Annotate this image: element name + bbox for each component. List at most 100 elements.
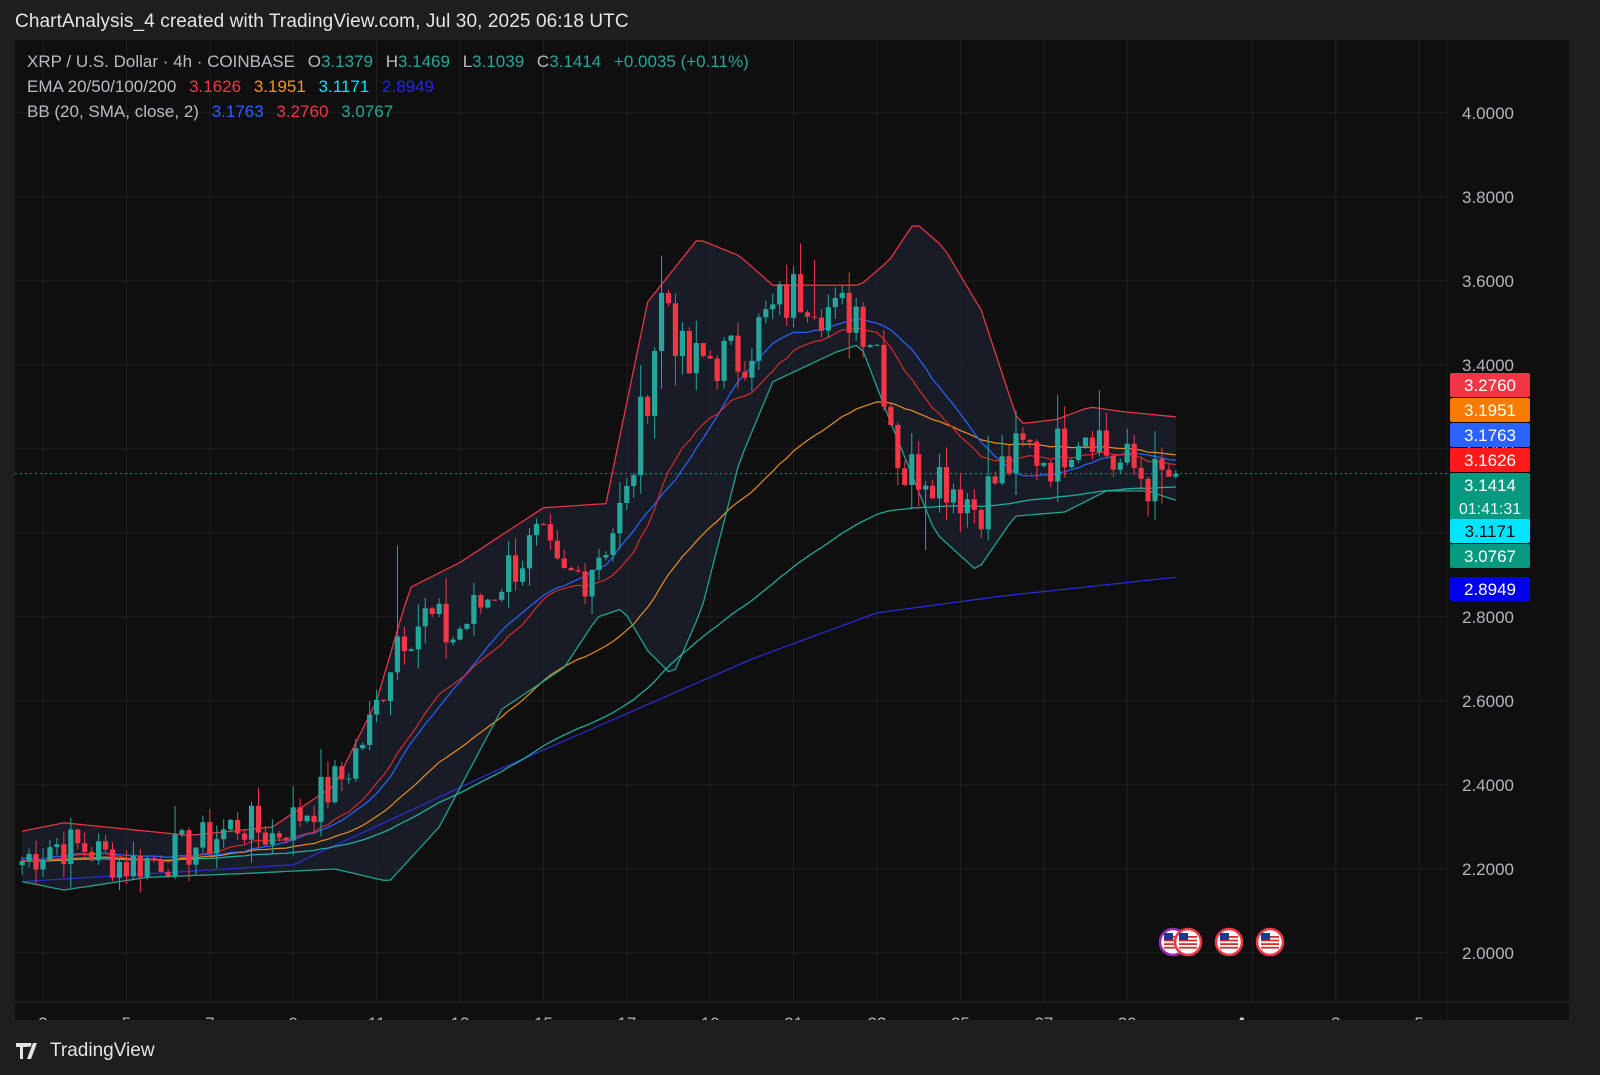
candle[interactable] <box>269 819 275 854</box>
price-badge[interactable]: 3.2760 <box>1450 373 1530 397</box>
candle[interactable] <box>526 527 533 586</box>
candle[interactable] <box>992 471 998 486</box>
candle[interactable] <box>1006 445 1012 476</box>
candle[interactable] <box>214 825 220 869</box>
candle[interactable] <box>811 260 818 320</box>
us-flag-event-icon[interactable] <box>1214 927 1244 957</box>
candle[interactable] <box>1124 428 1130 466</box>
candle[interactable] <box>686 327 692 374</box>
candle[interactable] <box>957 473 963 533</box>
candle[interactable] <box>262 825 268 847</box>
candle[interactable] <box>1055 395 1061 503</box>
candle[interactable] <box>1069 458 1075 469</box>
candle[interactable] <box>652 347 658 439</box>
candle[interactable] <box>47 839 53 862</box>
candle[interactable] <box>791 266 797 328</box>
candle[interactable] <box>353 738 359 782</box>
candle[interactable] <box>248 801 255 863</box>
candle[interactable] <box>964 492 970 528</box>
candle[interactable] <box>888 403 894 427</box>
price-badge[interactable]: 2.8949 <box>1450 577 1530 601</box>
candle[interactable] <box>770 293 776 319</box>
candle[interactable] <box>554 530 560 560</box>
candle[interactable] <box>1089 430 1096 460</box>
candle[interactable] <box>436 598 442 618</box>
price-badge[interactable]: 3.1171 <box>1450 519 1530 543</box>
candle[interactable] <box>846 272 852 359</box>
candle[interactable] <box>499 589 505 603</box>
candle[interactable] <box>596 548 602 580</box>
bb-lower-line[interactable] <box>21 344 1177 891</box>
candle[interactable] <box>881 330 887 412</box>
candle[interactable] <box>999 434 1005 486</box>
candle[interactable] <box>1041 462 1047 468</box>
candle[interactable] <box>818 308 824 338</box>
candle[interactable] <box>1048 460 1054 488</box>
candle[interactable] <box>547 513 553 550</box>
candle[interactable] <box>936 453 943 513</box>
candle[interactable] <box>533 518 540 546</box>
candle[interactable] <box>978 508 984 538</box>
candle[interactable] <box>443 577 449 659</box>
candle[interactable] <box>415 603 421 669</box>
candle[interactable] <box>241 829 248 845</box>
candle[interactable] <box>916 440 922 507</box>
candle[interactable] <box>895 422 901 486</box>
candle[interactable] <box>1117 458 1123 475</box>
candle[interactable] <box>832 287 838 319</box>
candle[interactable] <box>700 342 706 358</box>
candle[interactable] <box>839 285 845 305</box>
candle[interactable] <box>561 549 567 569</box>
candle[interactable] <box>408 647 414 652</box>
candle[interactable] <box>860 302 866 358</box>
candle[interactable] <box>665 289 672 307</box>
candle[interactable] <box>26 848 32 868</box>
ema-legend-row[interactable]: EMA 20/50/100/200 3.1626 3.1951 3.1171 2… <box>27 77 434 97</box>
candle[interactable] <box>1159 447 1165 504</box>
candle[interactable] <box>1096 390 1102 457</box>
candle[interactable] <box>68 817 74 888</box>
candle[interactable] <box>360 742 366 751</box>
candle[interactable] <box>186 827 192 882</box>
candle[interactable] <box>401 626 407 665</box>
candle[interactable] <box>325 761 331 809</box>
candle[interactable] <box>144 856 150 880</box>
candle[interactable] <box>1131 434 1137 476</box>
candle[interactable] <box>54 837 60 855</box>
candle[interactable] <box>1034 439 1040 481</box>
candle[interactable] <box>985 435 991 541</box>
candle[interactable] <box>804 310 811 323</box>
price-badge[interactable]: 3.1763 <box>1450 423 1530 447</box>
candle[interactable] <box>276 830 282 842</box>
candle[interactable] <box>235 811 241 840</box>
candle[interactable] <box>797 243 804 313</box>
candle[interactable] <box>1152 431 1158 521</box>
candle[interactable] <box>714 355 720 390</box>
candle[interactable] <box>193 847 199 875</box>
candle[interactable] <box>575 565 581 574</box>
candle[interactable] <box>450 636 456 646</box>
price-badge[interactable]: 3.1951 <box>1450 398 1530 422</box>
candle[interactable] <box>1145 476 1151 517</box>
candle[interactable] <box>777 281 783 316</box>
candle[interactable] <box>763 300 769 324</box>
candle[interactable] <box>346 773 352 785</box>
candle[interactable] <box>165 868 171 879</box>
candle[interactable] <box>116 858 123 890</box>
candle[interactable] <box>950 483 957 514</box>
candle[interactable] <box>172 806 178 880</box>
candle[interactable] <box>297 798 303 827</box>
candle[interactable] <box>923 480 929 550</box>
candle[interactable] <box>96 833 102 865</box>
candle[interactable] <box>221 819 227 848</box>
ema100-line[interactable] <box>22 486 1176 862</box>
candle[interactable] <box>40 847 46 878</box>
candle[interactable] <box>283 836 289 844</box>
candle[interactable] <box>728 334 734 346</box>
candle[interactable] <box>853 297 859 342</box>
candle[interactable] <box>1020 427 1026 447</box>
candle[interactable] <box>603 551 609 561</box>
candle[interactable] <box>582 562 588 605</box>
candle[interactable] <box>492 599 498 602</box>
candle[interactable] <box>589 569 595 615</box>
